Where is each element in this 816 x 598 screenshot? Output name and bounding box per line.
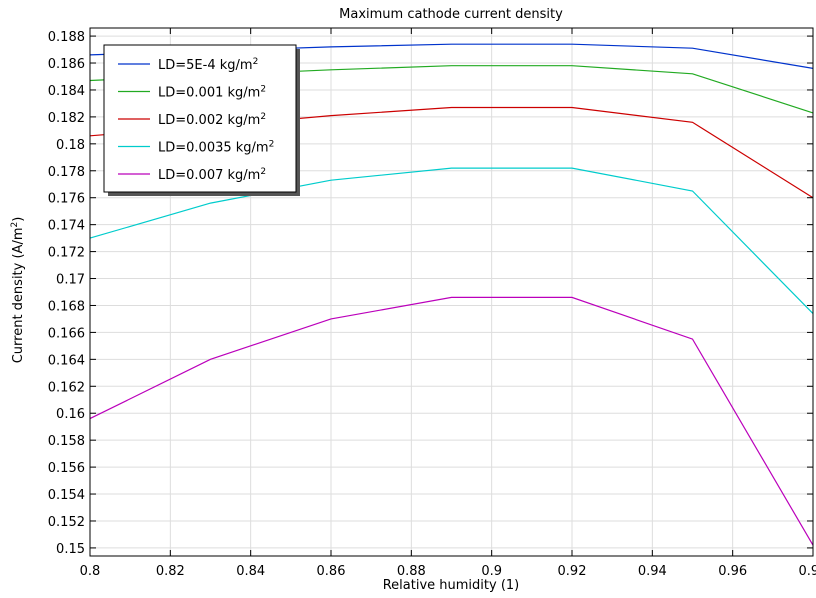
x-tick-label: 0.9 xyxy=(481,564,502,579)
chart-title: Maximum cathode current density xyxy=(339,7,563,22)
x-tick-label: 0.98 xyxy=(799,564,816,579)
legend-label: LD=0.0035 kg/m2 xyxy=(158,140,274,156)
y-axis: 0.15 0.152 0.154 0.156 0.158 0.16 0.162 0.164 0.… xyxy=(48,30,813,557)
y-tick-label: 0.174 xyxy=(48,219,85,234)
x-tick-label: 0.92 xyxy=(558,564,587,579)
legend-label-sup: 2 xyxy=(269,140,275,150)
y-tick-label: 0.18 xyxy=(56,138,85,153)
y-tick-label: 0.184 xyxy=(48,84,85,99)
y-tick-label: 0.156 xyxy=(48,461,85,476)
y-tick-label: 0.17 xyxy=(56,273,85,288)
y-tick-label: 0.15 xyxy=(56,542,85,557)
legend-label-text: LD=0.0035 kg/m xyxy=(158,141,269,156)
legend-label-sup: 2 xyxy=(260,85,266,95)
x-tick-label: 0.8 xyxy=(80,564,101,579)
y-tick-label: 0.158 xyxy=(48,434,85,449)
legend-label: LD=0.001 kg/m2 xyxy=(158,85,266,101)
y-tick-label: 0.152 xyxy=(48,515,85,530)
y-tick-label: 0.182 xyxy=(48,111,85,126)
x-tick-label: 0.88 xyxy=(397,564,426,579)
y-tick-label: 0.172 xyxy=(48,246,85,261)
y-tick-label: 0.178 xyxy=(48,165,85,180)
legend-label: LD=5E-4 kg/m2 xyxy=(158,57,258,73)
plot-frame xyxy=(89,27,814,557)
legend-label-text: LD=0.002 kg/m xyxy=(158,113,260,128)
x-tick-label: 0.94 xyxy=(638,564,667,579)
y-tick-label: 0.164 xyxy=(48,353,85,368)
legend-label-sup: 2 xyxy=(260,167,266,177)
x-tick-label: 0.86 xyxy=(317,564,346,579)
y-tick-label: 0.16 xyxy=(56,407,85,422)
x-tick-label: 0.82 xyxy=(156,564,185,579)
y-axis-title: Current density (A/m2) xyxy=(10,217,26,364)
legend-label-text: LD=0.007 kg/m xyxy=(158,168,260,183)
legend-label: LD=0.002 kg/m2 xyxy=(158,112,266,128)
x-axis-title: Relative humidity (1) xyxy=(383,578,520,593)
y-tick-label: 0.154 xyxy=(48,488,85,503)
legend-label-text: LD=5E-4 kg/m xyxy=(158,58,253,73)
series-line-3 xyxy=(89,167,814,315)
grid xyxy=(89,28,814,556)
legend-label: LD=0.007 kg/m2 xyxy=(158,167,266,183)
x-tick-label: 0.96 xyxy=(718,564,747,579)
legend-label-text: LD=0.001 kg/m xyxy=(158,86,260,101)
y-tick-label: 0.168 xyxy=(48,299,85,314)
x-axis: 0.8 0.82 0.84 0.86 0.88 0.9 0.92 0.94 0.96 0.98 xyxy=(80,28,816,579)
legend-label-sup: 2 xyxy=(260,112,266,122)
series-line-4 xyxy=(89,296,814,546)
y-tick-label: 0.162 xyxy=(48,380,85,395)
y-tick-label: 0.188 xyxy=(48,30,85,45)
y-tick-label: 0.176 xyxy=(48,192,85,207)
y-tick-label: 0.186 xyxy=(48,57,85,72)
legend-label-sup: 2 xyxy=(253,57,259,67)
x-tick-label: 0.84 xyxy=(236,564,265,579)
y-tick-label: 0.166 xyxy=(48,326,85,341)
